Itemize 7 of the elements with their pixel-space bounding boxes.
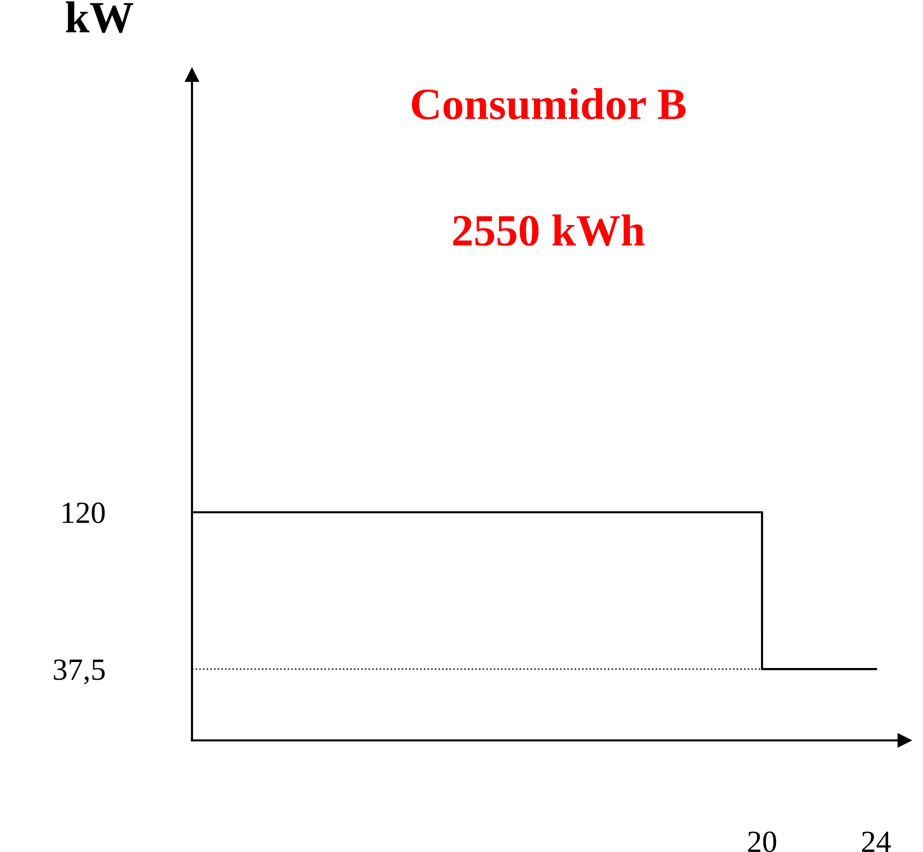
y-tick-label: 37,5: [54, 659, 105, 684]
text: 2550 kWh: [453, 214, 645, 246]
x-tick-label: 20: [748, 832, 776, 852]
y-tick-label: 120: [62, 502, 105, 524]
y-axis-title: kW: [66, 1, 134, 33]
x-tick-label: 24: [862, 832, 891, 852]
chart-title: Consumidor B: [412, 88, 686, 120]
